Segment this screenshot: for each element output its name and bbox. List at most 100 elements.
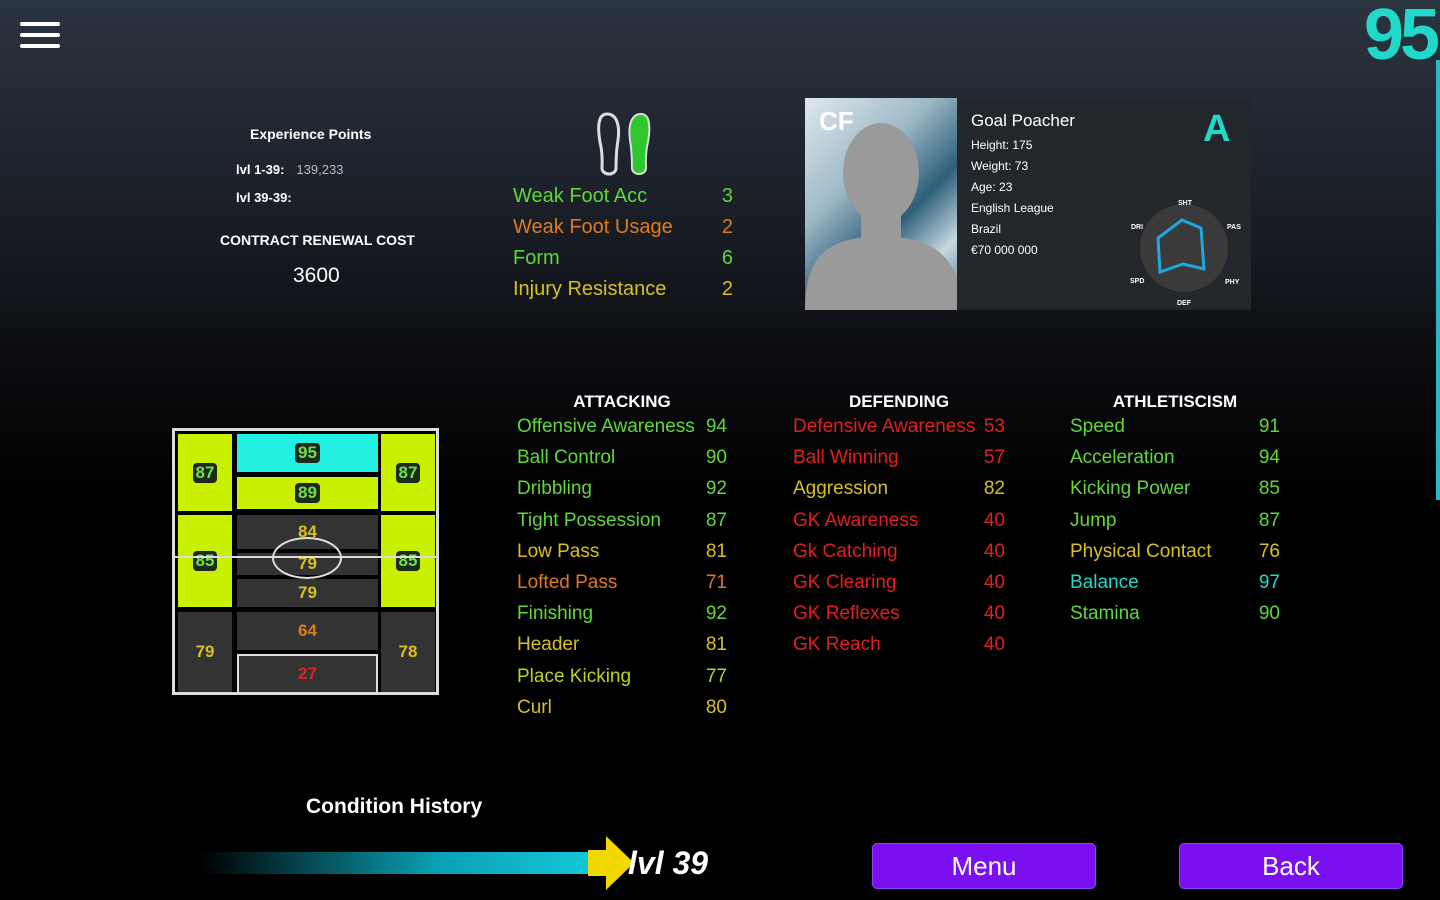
zone-gk: 27 xyxy=(237,654,378,692)
stat-row: Kicking Power 85 xyxy=(1070,478,1280,509)
contract-value: 3600 xyxy=(293,264,340,287)
menu-button[interactable]: Menu xyxy=(872,843,1096,889)
defending-title: DEFENDING xyxy=(848,392,950,411)
stat-row: Physical Contact 76 xyxy=(1070,541,1280,572)
contract-label: CONTRACT RENEWAL COST xyxy=(220,232,415,248)
stat-value: 71 xyxy=(705,571,727,593)
stat-label: Acceleration xyxy=(1070,447,1175,469)
trait-label: Weak Foot Usage xyxy=(513,216,673,238)
stat-value: 81 xyxy=(705,540,727,562)
stat-row: Defensive Awareness 53 xyxy=(793,416,1005,447)
stat-row: Gk Catching 40 xyxy=(793,541,1005,572)
stat-label: Header xyxy=(517,634,580,656)
stat-label: Kicking Power xyxy=(1070,478,1191,500)
stat-row: Ball Winning 57 xyxy=(793,447,1005,478)
trait-value: 2 xyxy=(721,216,733,238)
stat-label: Lofted Pass xyxy=(517,571,618,593)
stat-row: Low Pass 81 xyxy=(517,541,727,572)
playstyle: Goal Poacher xyxy=(971,111,1075,130)
stat-label: Finishing xyxy=(517,603,594,625)
stat-label: Jump xyxy=(1070,509,1117,531)
stat-label: Physical Contact xyxy=(1070,540,1212,562)
stat-label: Stamina xyxy=(1070,603,1140,625)
trait-value: 2 xyxy=(721,278,733,300)
stat-label: Aggression xyxy=(793,478,889,500)
stat-value: 87 xyxy=(1258,509,1280,531)
stat-value: 90 xyxy=(705,447,727,469)
stat-label: Defensive Awareness xyxy=(793,416,976,437)
trait-value: 3 xyxy=(721,185,733,207)
athleticism-title: ATHLETISCISM xyxy=(1112,392,1238,411)
stat-label: Tight Possession xyxy=(517,509,661,531)
radar-label: SHT xyxy=(1178,200,1193,207)
stat-value: 92 xyxy=(705,478,727,500)
stat-value: 40 xyxy=(983,634,1005,656)
stat-row: Tight Possession 87 xyxy=(517,510,727,541)
stat-label: Ball Control xyxy=(517,447,616,469)
trait-row: Weak Foot Acc 3 xyxy=(513,185,733,216)
radar-chart: SHT PAS PHY DEF SPD DRI xyxy=(1130,200,1241,307)
zone-cf: 95 xyxy=(237,434,378,472)
attacking-title: ATTACKING xyxy=(573,392,671,411)
stat-label: Dribbling xyxy=(517,478,592,500)
stat-value: 57 xyxy=(983,447,1005,469)
stat-label: Balance xyxy=(1070,571,1139,593)
stat-row: Header 81 xyxy=(517,634,727,665)
stat-value: 40 xyxy=(983,540,1005,562)
zone-cb: 64 xyxy=(237,612,378,650)
market-value: €70 000 000 xyxy=(971,243,1038,257)
stat-value: 40 xyxy=(983,603,1005,625)
stat-row: Balance 97 xyxy=(1070,572,1280,603)
nationality: Brazil xyxy=(971,222,1002,236)
back-button[interactable]: Back xyxy=(1179,843,1403,889)
stat-label: GK Clearing xyxy=(793,571,897,593)
experience-title: Experience Points xyxy=(250,126,372,142)
zone-lb: 79 xyxy=(178,612,232,692)
stat-row: Speed 91 xyxy=(1070,416,1280,447)
stat-label: Curl xyxy=(517,696,552,718)
stat-value: 80 xyxy=(705,696,727,718)
stat-label: GK Awareness xyxy=(793,509,919,531)
position-label: CF xyxy=(819,106,854,136)
condition-history-title: Condition History xyxy=(306,795,483,818)
stat-value: 94 xyxy=(1258,447,1280,469)
trait-label: Weak Foot Acc xyxy=(513,185,648,207)
stat-row: GK Clearing 40 xyxy=(793,572,1005,603)
athleticism-column: ATHLETISCISM Speed 91 Acceleration 94 Kicking… xyxy=(1070,392,1280,634)
stat-row: Offensive Awareness 94 xyxy=(517,416,727,447)
level-label: lvl 39 xyxy=(628,845,709,881)
exp-value: 139,233 xyxy=(296,162,344,177)
stat-row: GK Reach 40 xyxy=(793,634,1005,665)
stat-value: 77 xyxy=(705,665,727,687)
exp-row: lvl 1-39: 139,233 xyxy=(236,162,343,177)
stat-label: Speed xyxy=(1070,416,1125,437)
exp-label: lvl 39-39: xyxy=(236,190,292,205)
attacking-column: ATTACKING Offensive Awareness 94 Ball Contr… xyxy=(517,392,727,728)
zone-lmf: 85 xyxy=(178,515,232,607)
trait-row: Weak Foot Usage 2 xyxy=(513,216,733,247)
player-photo: CF xyxy=(805,98,957,310)
radar-label: SPD xyxy=(1130,278,1144,285)
stat-value: 53 xyxy=(983,416,1005,437)
stat-label: Place Kicking xyxy=(517,665,632,687)
hamburger-menu-icon[interactable] xyxy=(20,22,60,52)
stat-row: Place Kicking 77 xyxy=(517,666,727,697)
scrollbar[interactable] xyxy=(1436,60,1440,500)
stat-label: GK Reach xyxy=(793,634,881,656)
stat-label: GK Reflexes xyxy=(793,603,900,625)
overall-rating: 95 xyxy=(1363,0,1440,75)
zone-dmf: 79 xyxy=(237,579,378,607)
zone-lwf: 87 xyxy=(178,434,232,511)
stat-value: 90 xyxy=(1258,603,1280,625)
stat-value: 97 xyxy=(1258,571,1280,593)
stat-label: Gk Catching xyxy=(793,540,898,562)
defending-column: DEFENDING Defensive Awareness 53 Ball Winni… xyxy=(793,392,1005,666)
grade-badge: A xyxy=(1203,108,1231,150)
stat-value: 81 xyxy=(705,634,727,656)
trait-label: Form xyxy=(513,247,560,269)
league: English League xyxy=(971,201,1054,215)
exp-label: lvl 1-39: xyxy=(236,162,285,177)
stat-row: Acceleration 94 xyxy=(1070,447,1280,478)
trait-row: Form 6 xyxy=(513,247,733,278)
stat-row: Aggression 82 xyxy=(793,478,1005,509)
